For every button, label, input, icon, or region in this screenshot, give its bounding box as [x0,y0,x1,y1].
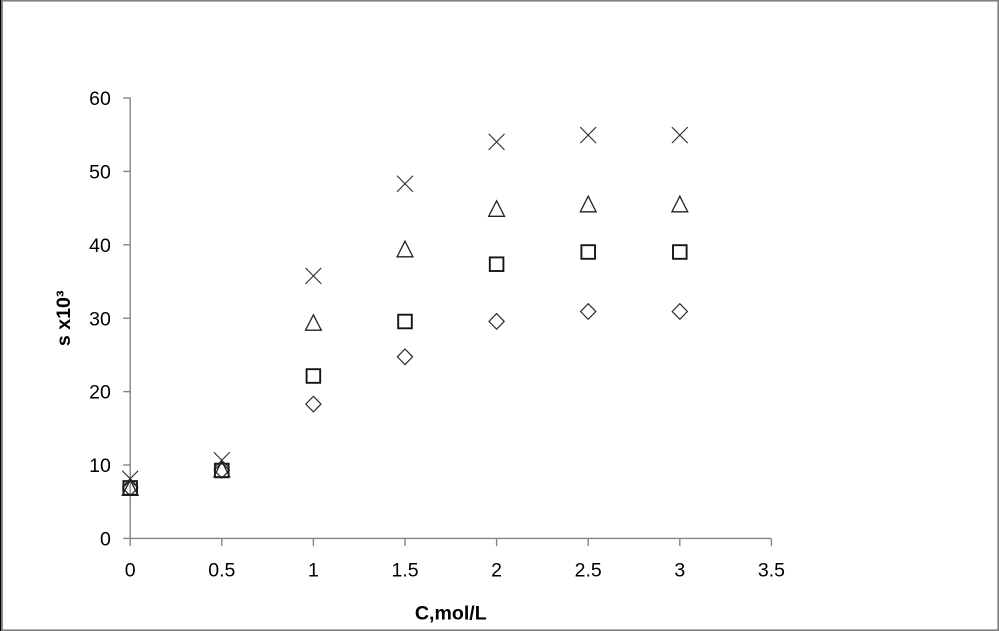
svg-text:2: 2 [491,559,502,581]
svg-text:1.5: 1.5 [391,559,418,581]
svg-text:s x10³: s x10³ [53,290,75,346]
svg-text:3.5: 3.5 [758,559,785,581]
svg-text:30: 30 [89,308,111,330]
svg-text:C,mol/L: C,mol/L [415,603,487,625]
svg-text:60: 60 [89,88,111,110]
svg-text:2.5: 2.5 [575,559,602,581]
svg-text:0.5: 0.5 [208,559,235,581]
svg-text:1: 1 [308,559,319,581]
svg-text:20: 20 [89,382,111,404]
svg-text:0: 0 [125,559,136,581]
svg-text:3: 3 [674,559,685,581]
svg-text:50: 50 [89,162,111,184]
svg-text:40: 40 [89,235,111,257]
svg-text:10: 10 [89,455,111,477]
svg-text:0: 0 [100,529,111,551]
